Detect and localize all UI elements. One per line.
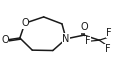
- Text: O: O: [1, 35, 9, 45]
- Text: O: O: [21, 18, 29, 28]
- Text: O: O: [80, 22, 88, 32]
- Text: F: F: [105, 44, 110, 54]
- Text: N: N: [62, 34, 70, 44]
- Text: F: F: [107, 28, 112, 38]
- Text: F: F: [86, 36, 91, 46]
